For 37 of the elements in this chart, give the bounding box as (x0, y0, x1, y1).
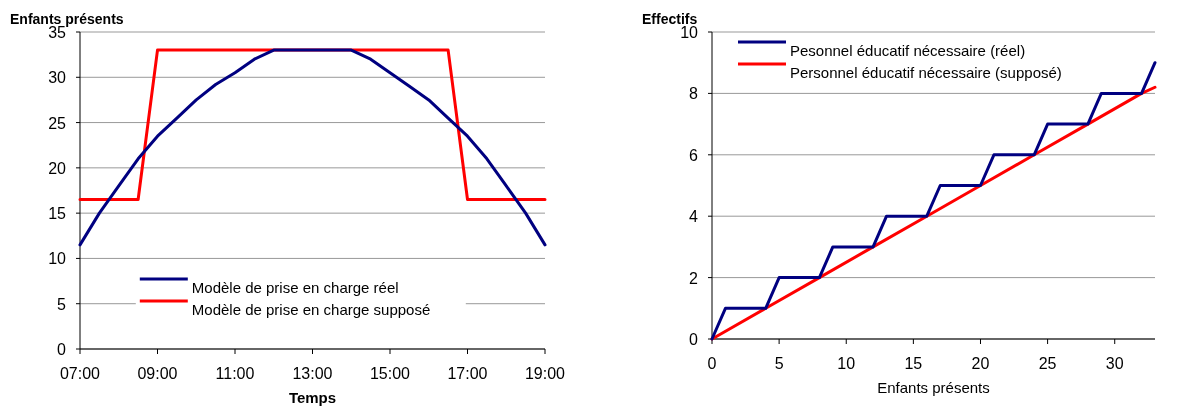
y-tick-label: 0 (689, 331, 699, 348)
x-tick-label: 17:00 (447, 365, 488, 382)
x-tick-label: 10 (837, 355, 856, 372)
x-axis-title: Enfants présents (877, 379, 990, 396)
y-axis-title: Effectifs (642, 11, 698, 27)
legend-label: Modèle de prise en charge supposé (191, 301, 431, 318)
x-tick-label: 19:00 (524, 365, 566, 382)
x-tick-label: 30 (1105, 355, 1124, 372)
y-axis-title: Enfants présents (10, 11, 124, 27)
y-tick-label: 35 (48, 24, 67, 41)
x-tick-label: 07:00 (59, 365, 101, 382)
line-series (78, 48, 547, 247)
y-tick-label: 30 (48, 69, 67, 87)
legend-label: Personnel éducatif nécessaire (supposé) (790, 64, 1062, 81)
x-tick-label: 13:00 (292, 365, 333, 382)
x-tick-label: 15 (904, 355, 923, 372)
y-tick-label: 4 (689, 208, 699, 226)
y-tick-label: 25 (48, 114, 67, 132)
x-tick-label: 0 (707, 355, 717, 372)
x-tick-label: 11:00 (215, 365, 255, 382)
y-tick-label: 8 (689, 85, 699, 103)
y-tick-label: 20 (48, 159, 67, 177)
y-tick-label: 2 (689, 269, 699, 287)
y-tick-label: 6 (689, 146, 699, 164)
y-tick-label: 15 (48, 205, 67, 223)
x-tick-label: 15:00 (369, 365, 411, 382)
x-tick-label: 5 (774, 355, 784, 372)
y-tick-label: 10 (48, 250, 67, 268)
legend-label: Pesonnel éducatif nécessaire (réel) (790, 42, 1026, 59)
legend-label: Modèle de prise en charge réel (191, 279, 399, 296)
y-tick-label: 0 (57, 341, 67, 358)
y-tick-label: 10 (680, 24, 699, 41)
x-tick-label: 20 (971, 355, 990, 372)
x-tick-label: 09:00 (137, 365, 178, 382)
y-tick-label: 5 (57, 295, 67, 313)
x-axis-title: Temps (288, 389, 337, 406)
x-tick-label: 25 (1038, 355, 1057, 372)
